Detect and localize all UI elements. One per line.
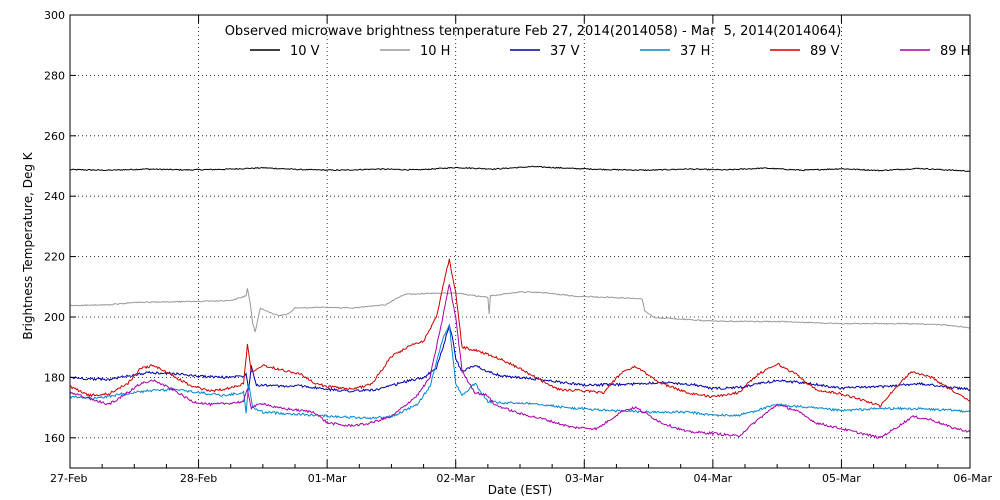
- chart-legend: 10 V 10 H 37 V 37 H 89 V 89 H: [250, 44, 970, 59]
- series-line-89-v: [69, 258, 971, 408]
- y-tick-label: 160: [44, 432, 65, 445]
- x-tick-label: 03-Mar: [565, 472, 604, 485]
- x-tick-label: 01-Mar: [308, 472, 347, 485]
- series-line-10-h: [69, 288, 971, 333]
- y-tick-label: 280: [44, 69, 65, 82]
- y-tick-label: 300: [44, 9, 65, 22]
- series-layer: [69, 165, 971, 439]
- chart-title: Observed microwave brightness temperatur…: [225, 24, 842, 39]
- x-tick-label: 04-Mar: [693, 472, 732, 485]
- x-tick-label: 28-Feb: [180, 472, 217, 485]
- ticks-layer: 160 180 200 220 240 260 280 300 27-Feb 28-Feb 01-M…: [44, 9, 992, 485]
- legend-label: 10 V: [290, 44, 320, 59]
- legend-label: 37 H: [680, 44, 710, 59]
- y-tick-label: 200: [44, 311, 65, 324]
- x-axis-title: Date (EST): [488, 483, 552, 497]
- series-line-37-v: [69, 324, 971, 393]
- x-tick-label: 02-Mar: [436, 472, 475, 485]
- y-axis-title: Brightness Temperature, Deg K: [21, 151, 35, 339]
- series-line-37-h: [69, 323, 971, 420]
- y-tick-label: 260: [44, 130, 65, 143]
- x-tick-label: 05-Mar: [822, 472, 861, 485]
- legend-label: 10 H: [420, 44, 450, 59]
- y-tick-label: 180: [44, 371, 65, 384]
- y-tick-label: 220: [44, 251, 65, 264]
- series-line-89-h: [69, 284, 971, 439]
- legend-label: 89 H: [940, 44, 970, 59]
- x-tick-label: 06-Mar: [953, 472, 992, 485]
- x-tick-label: 27-Feb: [50, 472, 87, 485]
- legend-label: 89 V: [810, 44, 840, 59]
- legend-label: 37 V: [550, 44, 580, 59]
- y-tick-label: 240: [44, 190, 65, 203]
- series-line-10-v: [69, 165, 971, 172]
